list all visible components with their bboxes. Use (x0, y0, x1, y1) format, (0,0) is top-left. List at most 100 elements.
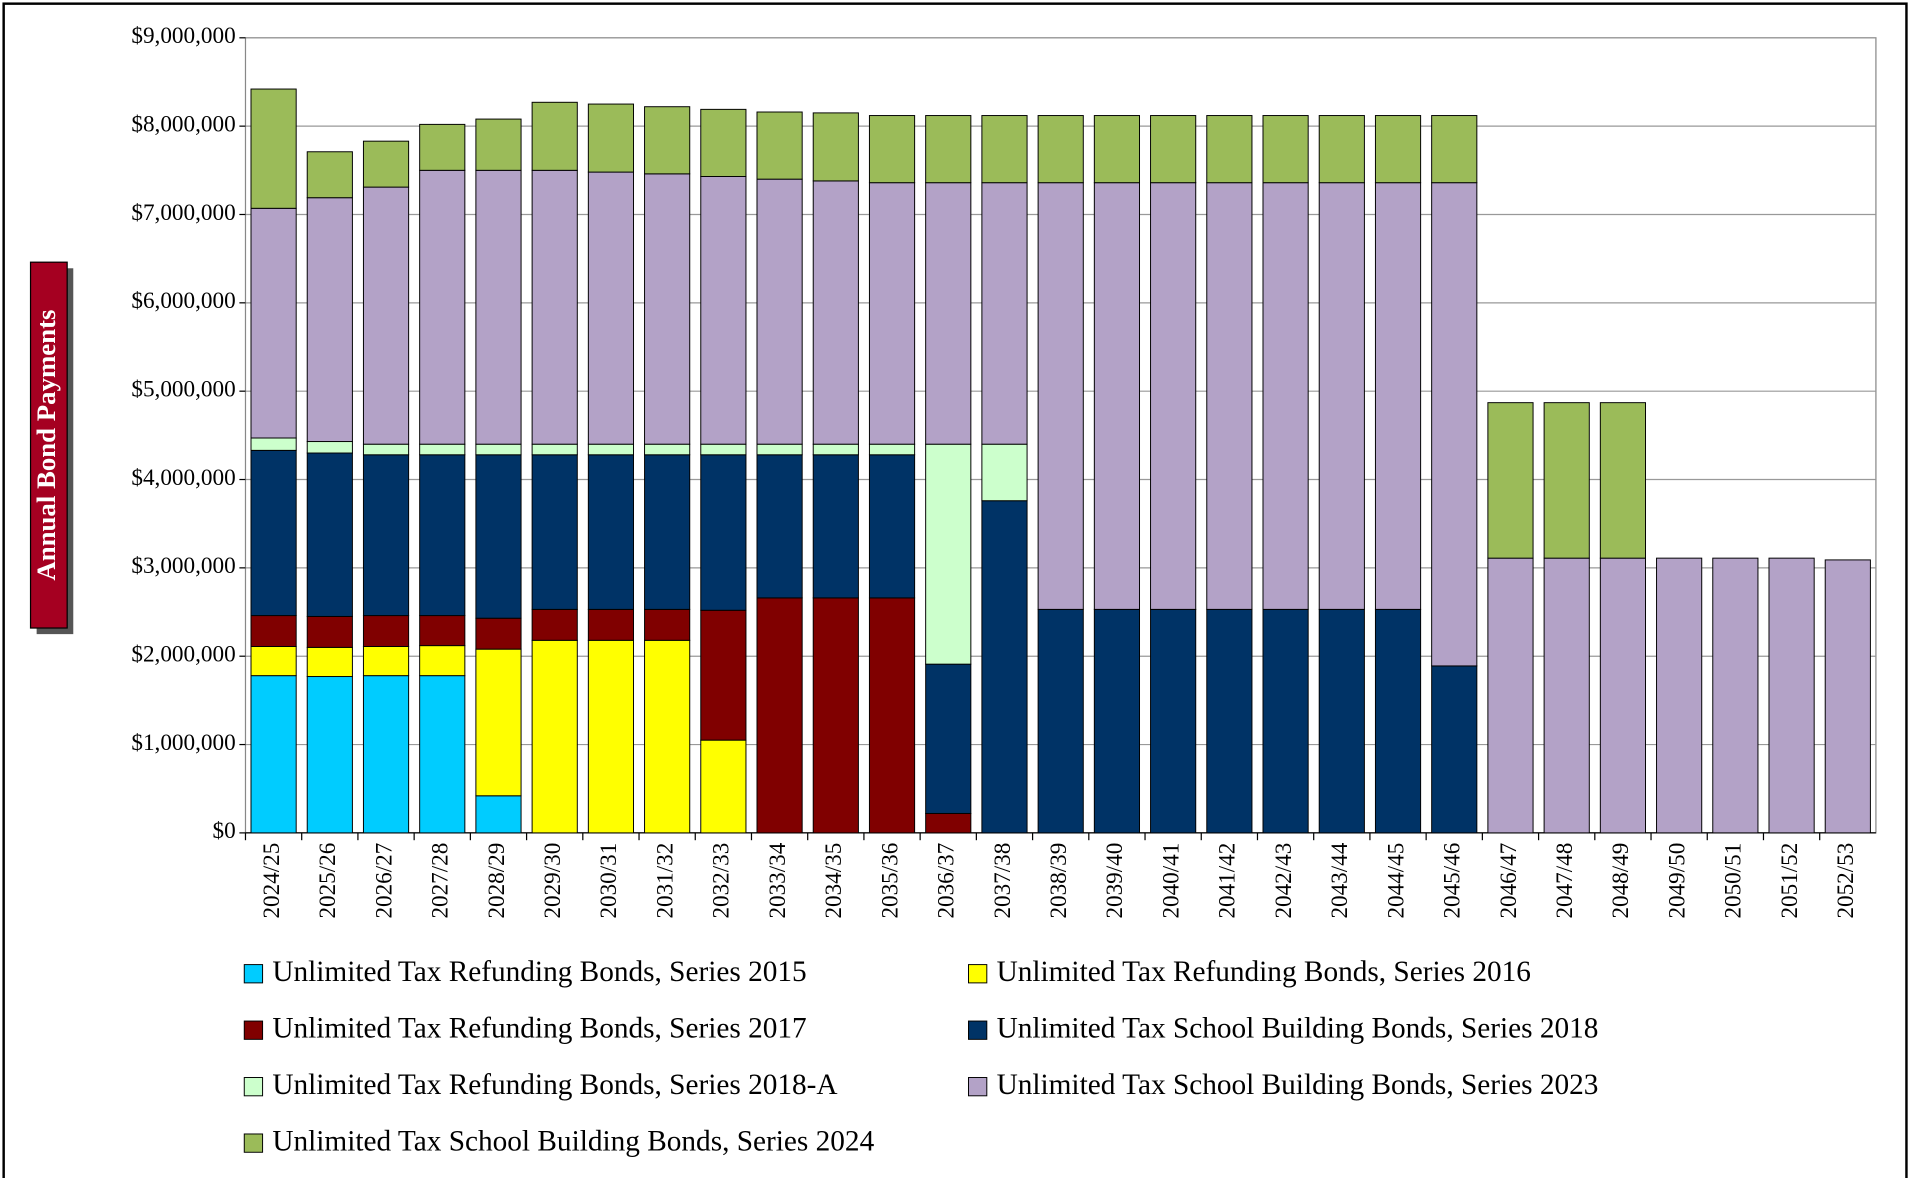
bar-segment (756, 597, 803, 834)
bar-segment (250, 646, 297, 677)
bar-segment (1262, 608, 1309, 834)
bar-segment (306, 646, 353, 678)
bar-segment (925, 663, 972, 814)
bar-segment (1543, 557, 1590, 834)
x-tick-label: 2034/35 (821, 843, 847, 919)
bar-segment (587, 103, 635, 173)
x-tick-label: 2024/25 (259, 843, 285, 919)
bar-segment (1656, 557, 1703, 834)
x-tick-label: 2041/42 (1215, 843, 1241, 919)
x-tick-label: 2049/50 (1664, 843, 1690, 919)
x-tick-label: 2039/40 (1102, 843, 1128, 919)
bar-segment (1543, 402, 1590, 559)
bar-segment (644, 106, 691, 175)
bar-segment (981, 182, 1028, 445)
bar-segment (812, 454, 859, 599)
bar-segment (756, 111, 803, 180)
bar-segment (868, 115, 916, 184)
bar-segment (868, 454, 916, 599)
x-tick-label: 2035/36 (877, 843, 903, 919)
bar-segment (1318, 182, 1365, 610)
bar-segment (1037, 608, 1084, 834)
legend-label: Unlimited Tax Refunding Bonds, Series 20… (272, 956, 806, 988)
y-tick-label: $0 (213, 818, 236, 844)
bar-segment (306, 197, 353, 443)
bar-segment (1318, 115, 1365, 184)
bar-segment (1093, 608, 1141, 834)
x-tick-label: 2033/34 (765, 842, 791, 918)
y-tick-label: $2,000,000 (131, 642, 235, 668)
legend-swatch (968, 1077, 988, 1097)
bar-segment (868, 597, 916, 834)
bar-segment (1318, 608, 1365, 834)
bar-segment (362, 454, 410, 617)
x-tick-label: 2044/45 (1383, 843, 1409, 919)
bar-segment (925, 812, 972, 834)
bar-segment (812, 443, 859, 456)
bar-segment (812, 112, 859, 182)
y-tick-label: $6,000,000 (131, 288, 235, 314)
bar-segment (1262, 115, 1309, 184)
legend-swatch (243, 964, 264, 984)
bar-segment (419, 443, 466, 456)
x-tick-label: 2036/37 (934, 843, 960, 919)
bar-segment (1374, 182, 1422, 610)
bar-segment (475, 617, 522, 650)
legend-label: Unlimited Tax Refunding Bonds, Series 20… (272, 1013, 806, 1045)
legend-label: Unlimited Tax Refunding Bonds, Series 20… (997, 956, 1531, 988)
bar-segment (925, 443, 972, 665)
bar-segment (1599, 557, 1647, 834)
legend-swatch (243, 1133, 264, 1153)
x-tick-label: 2037/38 (990, 843, 1016, 919)
bar-segment (587, 608, 635, 641)
bar-segment (1768, 557, 1815, 834)
x-tick-label: 2026/27 (371, 843, 397, 919)
legend-swatch (968, 1020, 988, 1040)
bar-segment (756, 443, 803, 456)
legend-swatch (243, 1077, 264, 1097)
bar-segment (1037, 115, 1084, 184)
x-tick-label: 2052/53 (1833, 843, 1859, 919)
x-tick-label: 2047/48 (1552, 843, 1578, 919)
bar-segment (475, 118, 522, 171)
y-tick-label: $1,000,000 (131, 730, 235, 756)
bar-segment (1431, 182, 1478, 667)
bar-segment (531, 443, 578, 456)
bar-segment (644, 639, 691, 834)
bar-segment (475, 454, 522, 619)
x-tick-label: 2043/44 (1327, 842, 1353, 918)
bar-segment (1150, 182, 1197, 610)
legend-label: Unlimited Tax Refunding Bonds, Series 20… (272, 1069, 837, 1101)
bar-segment (700, 108, 747, 177)
bar-segment (419, 645, 466, 677)
legend-label: Unlimited Tax School Building Bonds, Ser… (997, 1069, 1599, 1101)
bar-segment (306, 441, 353, 454)
bar-segment (644, 443, 691, 456)
bar-segment (1206, 182, 1253, 610)
bar-segment (250, 88, 297, 209)
bar-segment (250, 437, 297, 451)
bar-segment (531, 639, 578, 834)
bar-segment (419, 615, 466, 647)
bar-segment (587, 171, 635, 445)
bar-segment (587, 454, 635, 610)
bar-segment (925, 115, 972, 184)
bar-segment (812, 597, 859, 834)
bar-segment (306, 151, 353, 199)
legend-swatch (968, 964, 988, 984)
bar-segment (700, 176, 747, 445)
bar-segment (756, 454, 803, 599)
bar-segment (812, 180, 859, 445)
bar-segment (868, 443, 916, 456)
bar-segment (1374, 115, 1422, 184)
x-tick-label: 2027/28 (428, 843, 454, 919)
bar-segment (1037, 182, 1084, 610)
bar-segment (1487, 557, 1534, 834)
bar-segment (475, 169, 522, 445)
bar-segment (1150, 115, 1197, 184)
x-tick-label: 2025/26 (315, 843, 341, 919)
legend-label: Unlimited Tax School Building Bonds, Ser… (272, 1125, 874, 1157)
bar-segment (1824, 559, 1871, 834)
bar-segment (981, 443, 1028, 502)
x-tick-label: 2038/39 (1046, 843, 1072, 919)
